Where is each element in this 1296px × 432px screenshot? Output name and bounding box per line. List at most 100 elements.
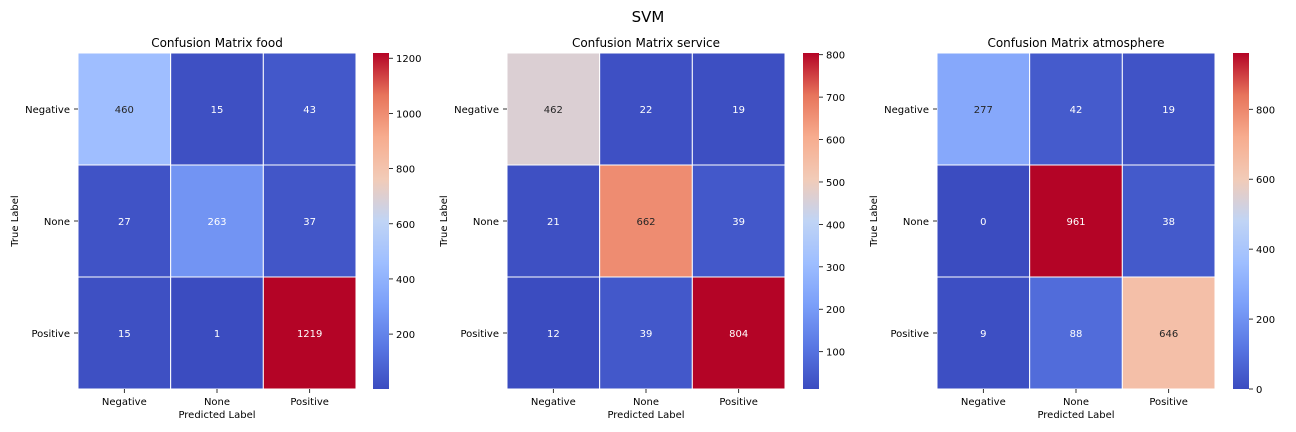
heatmap-cell — [170, 164, 264, 278]
colorbar-tick-label: 800 — [1256, 105, 1275, 116]
x-axis-label: Predicted Label — [607, 410, 684, 421]
colorbar — [803, 53, 819, 389]
cell-value-label: 39 — [640, 329, 653, 340]
heatmap-cell — [1121, 276, 1216, 390]
colorbar-tick-label: 400 — [826, 220, 845, 231]
heatmap-cell — [77, 164, 172, 278]
colorbar-tick-label: 400 — [1256, 245, 1275, 256]
cell-value-label: 662 — [636, 217, 655, 228]
heatmap-panel: Confusion Matrix atmosphere 277 42 19 0 961 38… — [869, 36, 1275, 421]
heatmap-cell — [1121, 164, 1216, 278]
colorbar-tick-label: 1200 — [396, 54, 421, 65]
colorbar-tick-label: 600 — [396, 220, 415, 231]
colorbar-tick-label: 600 — [1256, 175, 1275, 186]
y-tick-label: Negative — [454, 105, 499, 116]
heatmap-cell — [599, 164, 693, 278]
heatmap-panel: Confusion Matrix service 462 22 19 21 662 39 12… — [439, 36, 845, 421]
heatmap-cell — [936, 164, 1031, 278]
colorbar-tick-label: 200 — [826, 305, 845, 316]
x-tick-label: Negative — [531, 397, 576, 408]
heatmap-panel: Confusion Matrix food 460 15 43 27 263 37 15 1 12… — [10, 36, 421, 421]
panel-title: Confusion Matrix service — [572, 36, 720, 50]
cell-value-label: 21 — [547, 217, 560, 228]
colorbar-tick-label: 600 — [826, 136, 845, 147]
x-tick-label: Positive — [290, 397, 329, 408]
cell-value-label: 15 — [211, 105, 224, 116]
heatmap-cell — [599, 52, 693, 166]
heatmap-cell — [170, 52, 264, 166]
cell-value-label: 460 — [115, 105, 134, 116]
cell-value-label: 961 — [1066, 217, 1085, 228]
x-axis-label: Predicted Label — [178, 410, 255, 421]
cell-value-label: 22 — [640, 105, 653, 116]
heatmap-cell — [936, 52, 1031, 166]
heatmap-cell — [936, 276, 1031, 390]
heatmap-cell — [1121, 52, 1216, 166]
heatmap-cell — [77, 52, 172, 166]
x-tick-label: Positive — [719, 397, 758, 408]
y-tick-label: None — [903, 217, 929, 228]
x-tick-label: None — [204, 397, 230, 408]
colorbar-tick-label: 700 — [826, 93, 845, 104]
colorbar — [1233, 53, 1249, 389]
y-tick-label: Negative — [25, 105, 70, 116]
x-tick-label: Negative — [102, 397, 147, 408]
panel-title: Confusion Matrix food — [151, 36, 283, 50]
cell-value-label: 38 — [1162, 217, 1175, 228]
cell-value-label: 37 — [303, 217, 316, 228]
colorbar-tick-label: 300 — [826, 263, 845, 274]
cell-value-label: 263 — [207, 217, 226, 228]
y-tick-label: None — [44, 217, 70, 228]
heatmap-cell — [170, 276, 264, 390]
cell-value-label: 0 — [980, 217, 986, 228]
figure-title: SVM — [632, 8, 665, 26]
cell-value-label: 39 — [732, 217, 745, 228]
colorbar-tick-label: 200 — [396, 330, 415, 341]
colorbar-tick-label: 0 — [1256, 385, 1262, 396]
y-axis-label: True Label — [869, 195, 880, 247]
heatmap-cell — [691, 276, 786, 390]
x-tick-label: None — [633, 397, 659, 408]
colorbar-tick-label: 800 — [826, 51, 845, 62]
heatmap-cell — [262, 52, 357, 166]
cell-value-label: 646 — [1159, 329, 1178, 340]
heatmap-cell — [691, 52, 786, 166]
y-axis-label: True Label — [10, 195, 21, 247]
cell-value-label: 43 — [303, 105, 316, 116]
panel-title: Confusion Matrix atmosphere — [987, 36, 1164, 50]
y-tick-label: Positive — [460, 329, 499, 340]
colorbar-tick-label: 400 — [396, 275, 415, 286]
y-tick-label: Positive — [890, 329, 929, 340]
cell-value-label: 1 — [214, 329, 220, 340]
colorbar-tick-label: 100 — [826, 348, 845, 359]
heatmap-cell — [506, 276, 601, 390]
cell-value-label: 15 — [118, 329, 131, 340]
x-tick-label: Positive — [1149, 397, 1188, 408]
cell-value-label: 9 — [980, 329, 986, 340]
cell-value-label: 19 — [732, 105, 745, 116]
heatmap-cell — [262, 164, 357, 278]
heatmap-cell — [599, 276, 693, 390]
cell-value-label: 462 — [544, 105, 563, 116]
y-tick-label: Positive — [31, 329, 70, 340]
cell-value-label: 277 — [974, 105, 993, 116]
cell-value-label: 42 — [1070, 105, 1083, 116]
colorbar-tick-label: 800 — [396, 165, 415, 176]
colorbar-tick-label: 1000 — [396, 109, 421, 120]
y-tick-label: None — [473, 217, 499, 228]
cell-value-label: 12 — [547, 329, 560, 340]
colorbar-tick-label: 200 — [1256, 315, 1275, 326]
cell-value-label: 27 — [118, 217, 131, 228]
cell-value-label: 88 — [1070, 329, 1083, 340]
colorbar — [373, 53, 389, 389]
colorbar-tick-label: 500 — [826, 178, 845, 189]
y-tick-label: Negative — [884, 105, 929, 116]
cell-value-label: 19 — [1162, 105, 1175, 116]
heatmap-cell — [1029, 164, 1123, 278]
x-tick-label: None — [1063, 397, 1089, 408]
x-tick-label: Negative — [961, 397, 1006, 408]
x-axis-label: Predicted Label — [1037, 410, 1114, 421]
cell-value-label: 1219 — [297, 329, 322, 340]
cell-value-label: 804 — [729, 329, 748, 340]
